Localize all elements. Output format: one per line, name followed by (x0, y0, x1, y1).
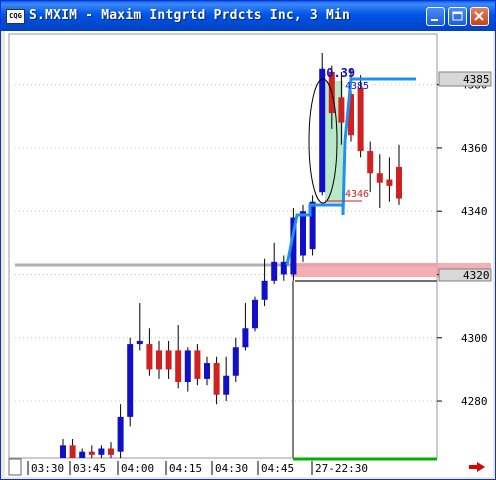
candle-body (357, 87, 364, 152)
price-tick-label: 4280 (461, 395, 488, 408)
candle-body (386, 179, 393, 186)
time-label: 04:15 (169, 462, 202, 475)
candle-body (223, 375, 230, 395)
candle-body (232, 347, 239, 376)
candle-body (280, 261, 287, 275)
price-tick-label: 4300 (461, 332, 488, 345)
candle-body (165, 350, 172, 370)
candle-body (300, 211, 306, 256)
range-ellipse (308, 78, 338, 204)
candle-body (396, 166, 402, 199)
time-axis: 03:30 03:45 04:00 04:15 04:30 04:45 27-22:30 (27, 461, 368, 475)
current-price-label: 4385 (463, 73, 490, 86)
candle-body (194, 350, 201, 379)
title-bar[interactable]: CQG S.MXIM - Maxim Intgrtd Prdcts Inc, 3… (1, 1, 495, 31)
candle-body (252, 299, 258, 329)
time-label: 03:30 (31, 462, 64, 475)
candle-body (175, 350, 182, 383)
high-label: 4385 (345, 81, 369, 92)
candle-body (98, 448, 105, 455)
maximize-button[interactable] (448, 7, 467, 26)
window-title: S.MXIM - Maxim Intgrtd Prdcts Inc, 3 Min (29, 8, 351, 23)
candle-body (204, 363, 210, 379)
highlight-price-box (438, 268, 492, 282)
candle-body (156, 350, 162, 370)
candle-body (348, 94, 354, 136)
cqg-app-icon: CQG (6, 9, 25, 24)
candle-body (309, 201, 316, 250)
candle-body (319, 68, 326, 193)
channel-line (285, 77, 416, 266)
time-label: 03:45 (73, 462, 106, 475)
candle-body (367, 151, 374, 174)
candle-body (136, 340, 143, 345)
candle-body (261, 280, 268, 300)
candle-body (213, 363, 220, 395)
minimize-button[interactable] (426, 7, 445, 26)
close-button[interactable] (470, 7, 489, 26)
current-price-box (438, 71, 492, 87)
candle-body (127, 344, 134, 417)
candle-body (338, 97, 345, 123)
time-label: 04:00 (121, 462, 154, 475)
price-tick-label: 4360 (461, 142, 488, 155)
range-label: $0.39 (319, 66, 355, 80)
time-label: 27-22:30 (315, 462, 368, 475)
candle-body (69, 445, 76, 458)
maximize-icon (452, 11, 463, 21)
scroll-box[interactable] (8, 458, 22, 476)
candle-body (242, 328, 249, 348)
minimize-icon (431, 19, 438, 21)
close-icon (474, 11, 484, 21)
candle-body (79, 451, 86, 458)
time-label: 04:30 (215, 462, 248, 475)
candle-body (290, 217, 297, 275)
candle-body (117, 416, 124, 452)
candle-body (271, 261, 278, 281)
highlight-price-label: 4320 (463, 269, 490, 282)
time-label: 04:45 (261, 462, 294, 475)
candle-body (184, 350, 191, 383)
low-label: 4346 (345, 189, 369, 200)
candle-body (146, 344, 153, 370)
candle-body (376, 173, 383, 183)
candle-body (60, 445, 66, 458)
chart-area[interactable]: $0.39 4385 4346 438043604340432043004280… (5, 31, 493, 477)
price-chart[interactable]: $0.39 4385 4346 438043604340432043004280… (5, 31, 493, 477)
candle-body (108, 448, 114, 455)
plot-frame (8, 33, 438, 459)
price-tick-label: 4340 (461, 205, 488, 218)
candle-body (88, 451, 95, 455)
price-axis: 438043604340432043004280 (437, 79, 488, 408)
scroll-right-icon[interactable] (469, 462, 485, 472)
candles (60, 52, 402, 458)
